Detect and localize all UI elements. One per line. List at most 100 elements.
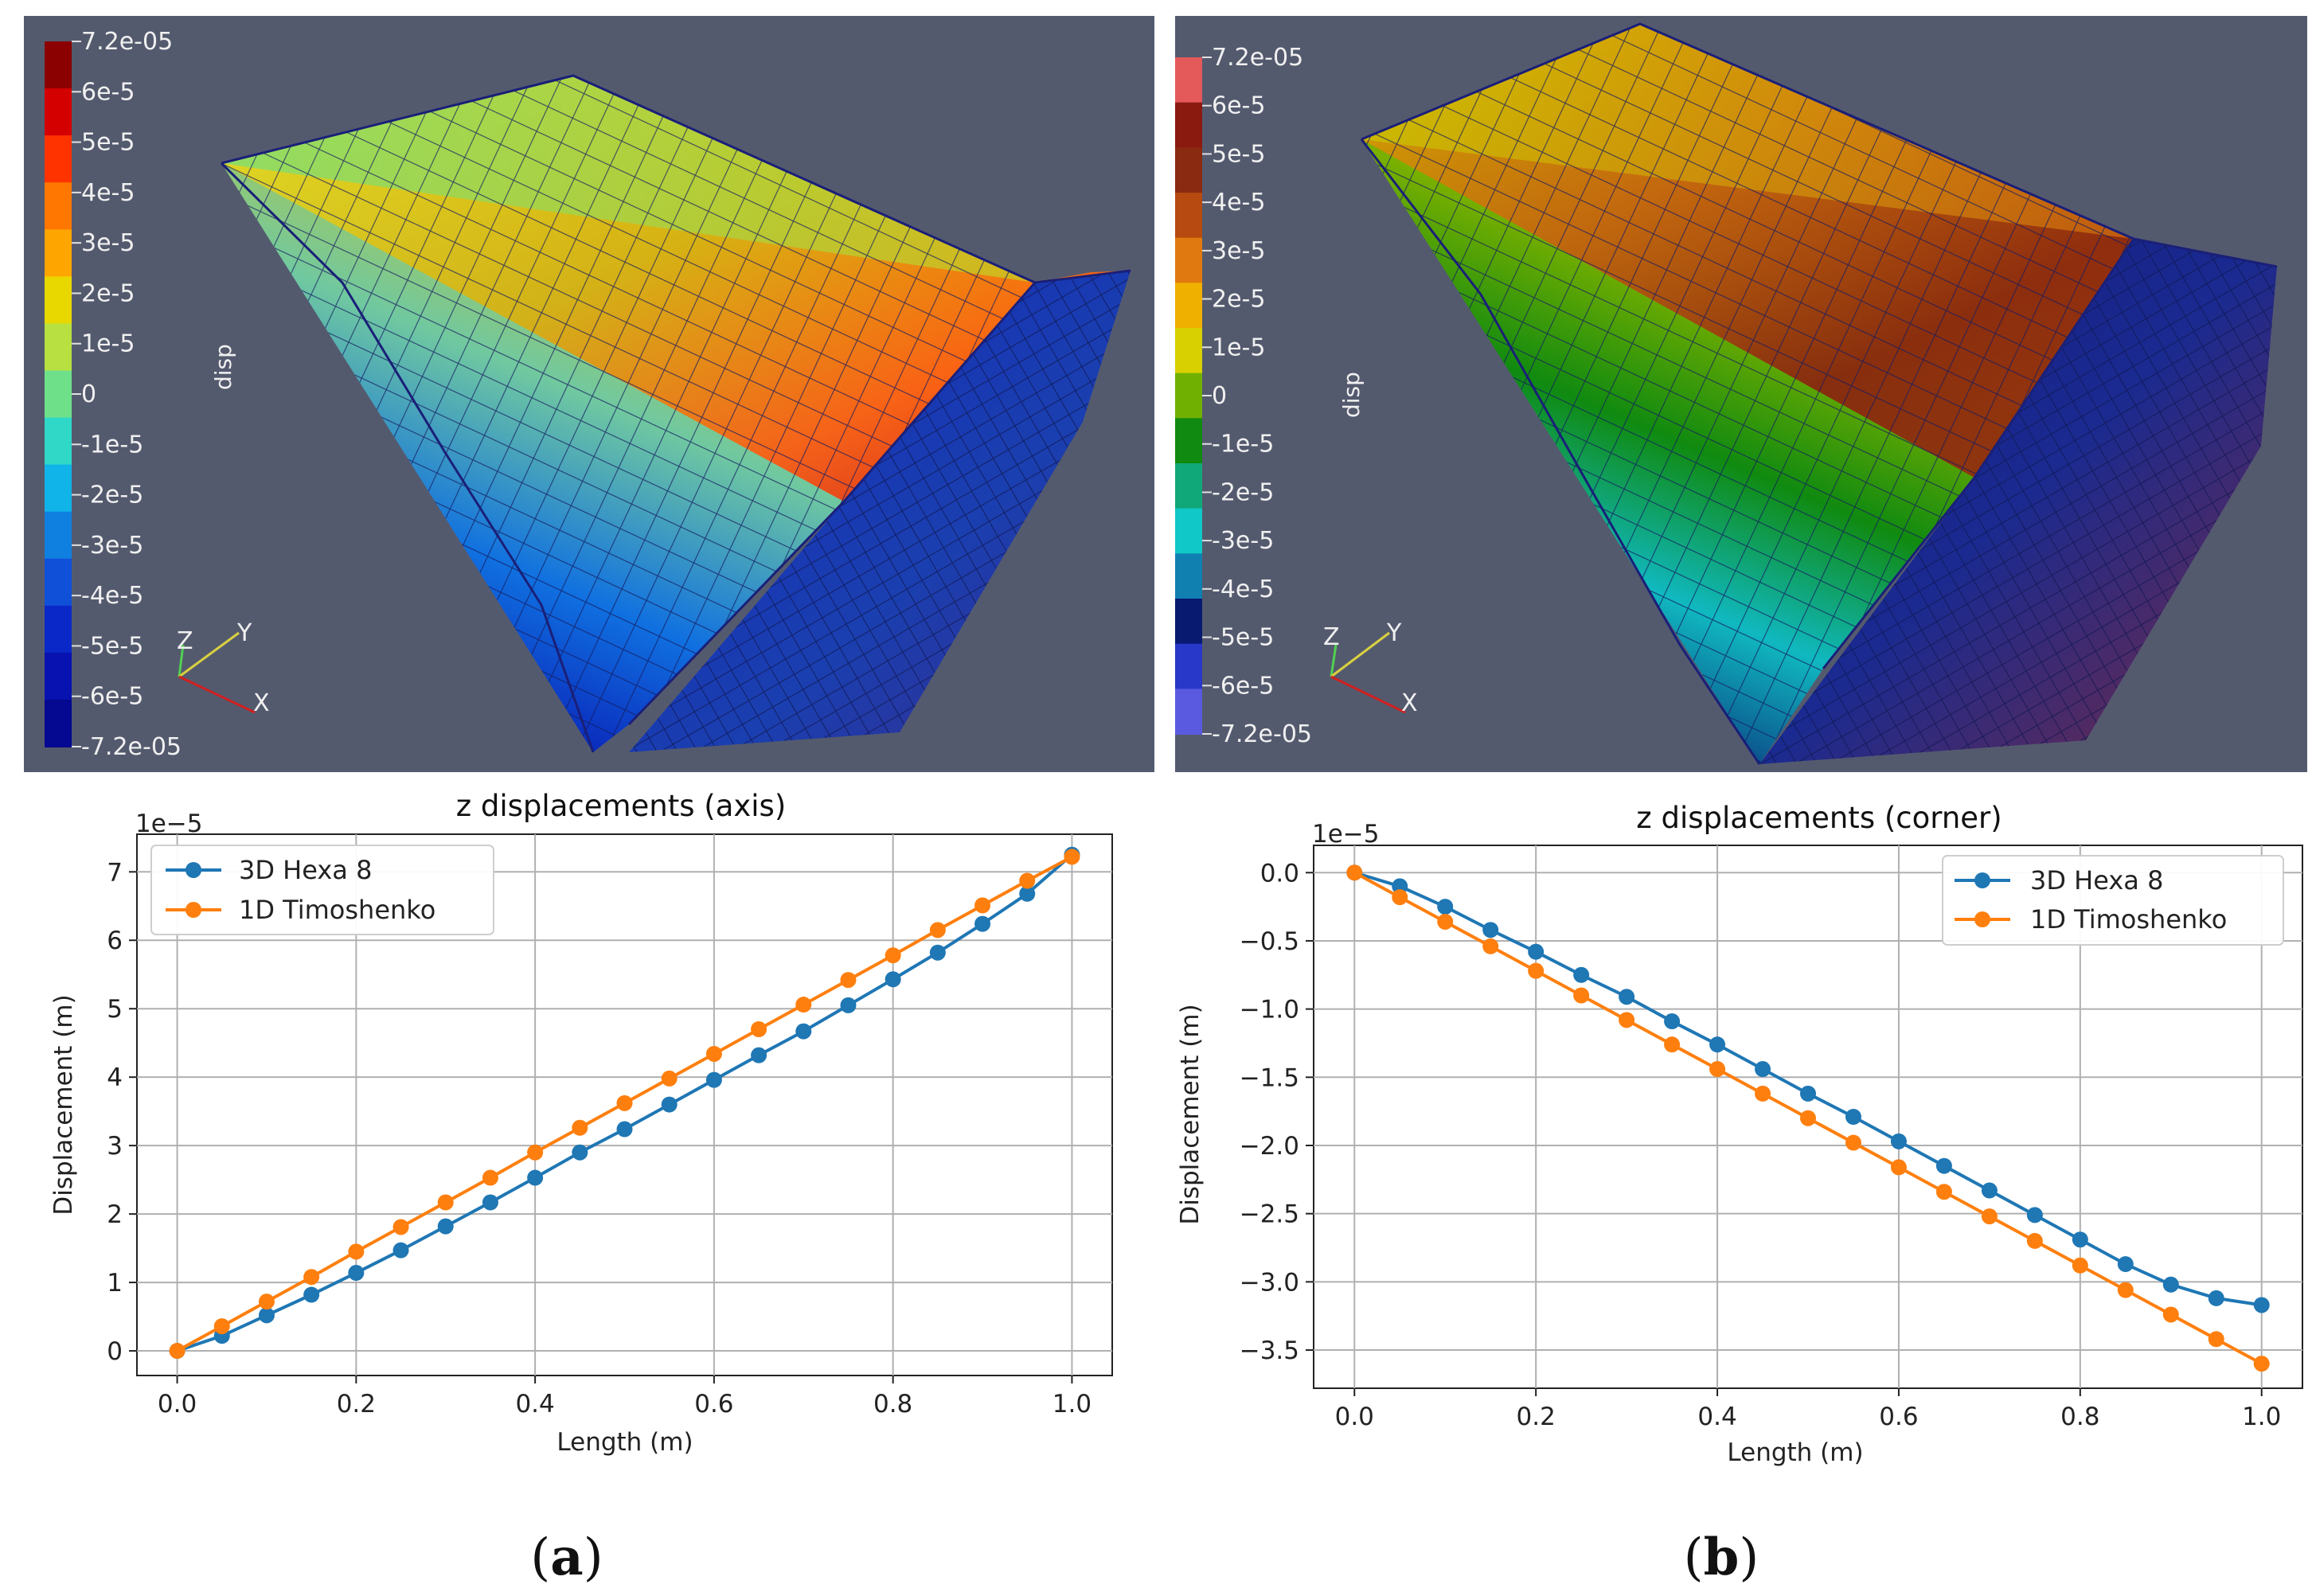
colorbar-segment <box>45 699 72 747</box>
colorbar-segment <box>45 41 72 90</box>
colorbar-segment <box>45 417 72 466</box>
colorbar-tick-label: 7.2e-05 <box>81 28 173 56</box>
data-point-1d-timoshenko <box>2026 1232 2043 1249</box>
data-point-3d-hexa-8 <box>392 1242 409 1258</box>
y-tick-label: 2 <box>107 1200 123 1229</box>
colorbar-segment <box>45 182 72 231</box>
colorbar-segment <box>45 558 72 607</box>
x-tick-label: 0.2 <box>1517 1403 1556 1431</box>
x-axis-label: Length (m) <box>1727 1438 1863 1467</box>
data-point-3d-hexa-8 <box>929 944 946 961</box>
data-point-1d-timoshenko <box>751 1021 767 1038</box>
data-point-3d-hexa-8 <box>1573 966 1590 983</box>
y-tick-label: −1.0 <box>1240 996 1299 1024</box>
legend-label-hexa: 3D Hexa 8 <box>239 855 372 885</box>
colorbar-tick-label: 6e-5 <box>81 78 135 106</box>
data-point-3d-hexa-8 <box>974 915 991 932</box>
y-tick-label: 1 <box>107 1269 123 1297</box>
data-point-1d-timoshenko <box>795 997 812 1013</box>
colorbar-segment <box>45 229 72 278</box>
colorbar-segment <box>45 135 72 184</box>
colorbar-tick-label: 0 <box>1212 382 1227 410</box>
colorbar-segment <box>1175 57 1202 103</box>
colorbar-tick-label: -6e-5 <box>81 683 143 711</box>
data-point-1d-timoshenko <box>1845 1134 1861 1151</box>
colorbar-tick-label: 7.2e-05 <box>1212 44 1303 72</box>
data-point-3d-hexa-8 <box>482 1194 498 1211</box>
colorbar-tick-label: -5e-5 <box>81 632 143 660</box>
colorbar-segment <box>45 652 72 700</box>
data-point-3d-hexa-8 <box>661 1096 678 1113</box>
data-point-1d-timoshenko <box>1935 1184 1952 1200</box>
data-point-3d-hexa-8 <box>1800 1085 1816 1102</box>
colorbar-segment <box>45 370 72 419</box>
caption-a-letter: a <box>550 1528 583 1587</box>
data-point-3d-hexa-8 <box>795 1023 812 1040</box>
data-point-1d-timoshenko <box>572 1119 588 1136</box>
data-point-3d-hexa-8 <box>885 971 901 988</box>
legend-label-hexa: 3D Hexa 8 <box>2030 865 2163 896</box>
colorbar-tick-label: 0 <box>81 380 96 408</box>
data-point-3d-hexa-8 <box>1437 899 1454 915</box>
colorbar-segment <box>1175 237 1202 284</box>
colorbar-tick-label: 5e-5 <box>81 129 135 157</box>
colorbar-tick-label: -1e-5 <box>1212 431 1274 459</box>
colorbar-segment <box>1175 463 1202 509</box>
colorbar-tick-label: 1e-5 <box>1212 334 1265 361</box>
data-point-3d-hexa-8 <box>1845 1109 1861 1125</box>
colorbar-tick-label: 3e-5 <box>1212 237 1265 265</box>
offset-text: 1e−5 <box>1312 820 1380 849</box>
colorbar-segment <box>1175 418 1202 464</box>
legend: 3D Hexa 8 1D Timoshenko <box>150 845 494 935</box>
axis-z-label: Z <box>1323 623 1340 651</box>
y-axis-label: Displacement (m) <box>49 994 78 1215</box>
colorbar-tick-label: -1e-5 <box>81 431 143 459</box>
data-point-1d-timoshenko <box>705 1045 722 1062</box>
data-point-1d-timoshenko <box>1573 987 1590 1004</box>
data-point-3d-hexa-8 <box>616 1121 633 1137</box>
colorbar-tick-label: -5e-5 <box>1212 624 1274 652</box>
colorbar-segment <box>1175 599 1202 645</box>
colorbar-segment <box>45 88 72 137</box>
chart-axis-displacement: z displacements (axis) 1e−5 0.0 0.2 0.4 0.6… <box>49 789 1113 1457</box>
x-tick-label: 1.0 <box>2242 1403 2281 1431</box>
x-tick-label: 0.6 <box>694 1390 733 1418</box>
data-point-3d-hexa-8 <box>2072 1231 2088 1248</box>
chart-title: z displacements (axis) <box>456 789 787 823</box>
legend: 3D Hexa 8 1D Timoshenko <box>1942 855 2284 946</box>
data-point-3d-hexa-8 <box>348 1265 365 1282</box>
data-point-3d-hexa-8 <box>2026 1207 2043 1223</box>
colorbar-tick-label: 6e-5 <box>1212 92 1265 120</box>
x-axis-label: Length (m) <box>557 1428 693 1457</box>
data-point-3d-hexa-8 <box>1482 922 1499 938</box>
data-point-1d-timoshenko <box>974 897 991 914</box>
y-tick-label: 0.0 <box>1260 859 1299 888</box>
colorbar-tick-label: 1e-5 <box>81 330 135 358</box>
data-point-3d-hexa-8 <box>1392 878 1408 895</box>
data-point-1d-timoshenko <box>2117 1282 2134 1298</box>
data-point-1d-timoshenko <box>2072 1257 2088 1274</box>
legend-marker-hexa <box>1974 872 1990 888</box>
colorbar-segment <box>1175 689 1202 735</box>
data-point-3d-hexa-8 <box>705 1071 722 1088</box>
data-point-3d-hexa-8 <box>840 997 857 1013</box>
colorbar-tick-label: -3e-5 <box>1212 527 1274 555</box>
colorbar-b: 7.2e-05 6e-5 5e-5 4e-5 3e-5 2e-5 1e-5 0 -1e-5 -2e… <box>1175 44 1365 748</box>
caption-b: (b) <box>1684 1528 1759 1587</box>
colorbar-tick-label: -3e-5 <box>81 532 143 560</box>
colorbar-tick-label: 2e-5 <box>81 279 135 307</box>
data-point-1d-timoshenko <box>1981 1208 1998 1225</box>
colorbar-tick-label: 4e-5 <box>1212 189 1265 217</box>
axis-x-label: X <box>253 689 270 717</box>
colorbar-tick-label: -2e-5 <box>1212 478 1274 506</box>
orientation-axes-b: Z Y X <box>1323 619 1418 717</box>
data-point-3d-hexa-8 <box>2117 1256 2134 1273</box>
data-point-1d-timoshenko <box>527 1144 544 1161</box>
data-point-1d-timoshenko <box>1619 1012 1635 1028</box>
colorbar-a: 7.2e-05 6e-5 5e-5 4e-5 3e-5 2e-5 1e-5 0 -1e-5 -2e… <box>45 28 236 761</box>
data-point-3d-hexa-8 <box>2162 1276 2179 1293</box>
deformed-mesh-a <box>220 74 1131 753</box>
render-view-a: 7.2e-05 6e-5 5e-5 4e-5 3e-5 2e-5 1e-5 0 -1e-5 -2e… <box>24 16 1154 772</box>
data-point-1d-timoshenko <box>1437 913 1454 930</box>
y-tick-label: −2.0 <box>1240 1132 1299 1161</box>
